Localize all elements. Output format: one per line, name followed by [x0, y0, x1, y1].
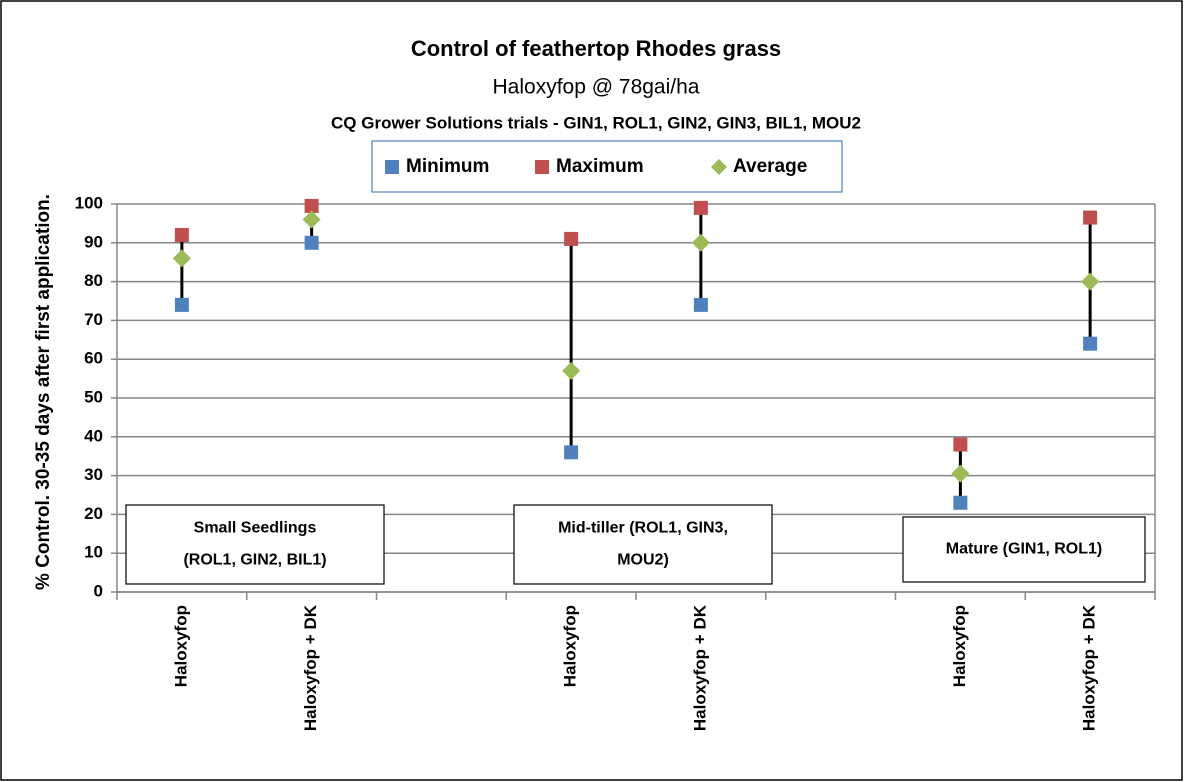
data-point: [304, 235, 319, 250]
y-tick-label: 70: [84, 310, 103, 329]
y-tick-label: 60: [84, 349, 103, 368]
data-point: [691, 233, 710, 252]
chart-subtitle: Haloxyfop @ 78gai/ha: [493, 76, 700, 99]
data-point: [564, 231, 579, 246]
x-tick-label: Haloxyfop + DK: [690, 604, 709, 731]
data-point: [304, 198, 319, 213]
data-point: [302, 210, 321, 229]
annotation: (ROL1, GIN2, BIL1): [183, 552, 326, 569]
data-point: [174, 297, 189, 312]
data-point: [951, 464, 970, 483]
y-tick-label: 40: [84, 426, 103, 445]
chart-subtitle: CQ Grower Solutions trials - GIN1, ROL1,…: [331, 113, 861, 132]
legend-label: Minimum: [406, 156, 489, 177]
chart-title: Control of feathertop Rhodes grass: [411, 36, 781, 61]
legend-label: Average: [733, 156, 807, 177]
x-tick-label: Haloxyfop: [950, 605, 969, 687]
annotation-box: [902, 516, 1146, 583]
data-point: [953, 495, 968, 510]
annotation-box: [125, 504, 385, 585]
data-point: [953, 437, 968, 452]
legend-label: Maximum: [556, 156, 644, 177]
annotation: MOU2): [617, 552, 669, 569]
x-tick-label: Haloxyfop: [171, 605, 190, 687]
data-point: [1083, 336, 1098, 351]
y-tick-label: 50: [84, 387, 103, 406]
y-tick-label: 10: [84, 543, 103, 562]
legend-marker: [711, 159, 727, 175]
annotation-box: [513, 504, 773, 585]
data-point: [693, 200, 708, 215]
y-tick-label: 90: [84, 232, 103, 251]
y-axis-title: % Control. 30-35 days after first applic…: [33, 194, 54, 590]
legend-marker: [535, 160, 549, 174]
legend-marker: [385, 160, 399, 174]
x-tick-label: Haloxyfop + DK: [301, 604, 320, 731]
y-tick-label: 80: [84, 271, 103, 290]
data-point: [1083, 210, 1098, 225]
x-tick-label: Haloxyfop + DK: [1080, 604, 1099, 731]
x-tick-label: Haloxyfop: [561, 605, 580, 687]
y-tick-label: 30: [84, 465, 103, 484]
annotation: Mature (GIN1, ROL1): [946, 541, 1102, 558]
data-point: [1081, 272, 1100, 291]
annotation: Mid-tiller (ROL1, GIN3,: [558, 520, 728, 537]
y-tick-label: 0: [94, 581, 103, 600]
data-point: [564, 445, 579, 460]
y-tick-label: 100: [75, 193, 103, 212]
data-point: [172, 249, 191, 268]
data-point: [562, 361, 581, 380]
data-point: [174, 228, 189, 243]
y-tick-label: 20: [84, 504, 103, 523]
data-point: [693, 297, 708, 312]
annotation: Small Seedlings: [194, 520, 317, 537]
legend: [371, 140, 843, 193]
